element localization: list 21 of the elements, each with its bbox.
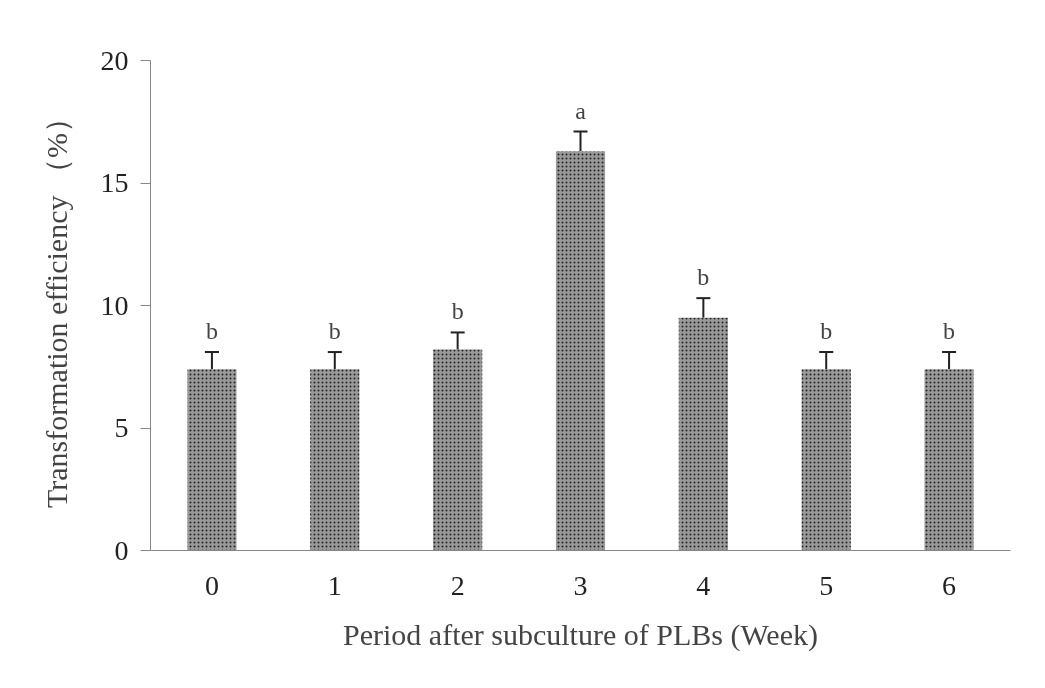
x-tick-label: 3	[573, 569, 588, 601]
y-tick-label: 20	[100, 44, 129, 76]
x-tick-label: 6	[942, 569, 957, 601]
y-tick-label: 5	[114, 412, 129, 443]
x-tick-label: 4	[696, 569, 711, 601]
x-tick-label: 2	[450, 569, 465, 601]
annotation: b	[820, 318, 833, 345]
x-tick-label: 1	[327, 569, 342, 601]
y-tick-label: 0	[114, 534, 129, 566]
y-axis-title: Transformation efficiency （%）	[39, 103, 73, 508]
annotation: b	[697, 264, 710, 291]
x-tick-label: 0	[204, 569, 219, 601]
x-tick-label: 5	[819, 569, 834, 601]
annotation: b	[205, 318, 218, 345]
y-tick-label: 15	[100, 167, 129, 198]
annotation: a	[575, 97, 587, 124]
y-tick-label: 10	[100, 289, 129, 321]
x-axis-title: Period after subculture of PLBs (Week)	[343, 617, 818, 652]
annotation: b	[451, 298, 464, 325]
annotation: b	[328, 318, 341, 345]
annotation: b	[943, 318, 956, 345]
